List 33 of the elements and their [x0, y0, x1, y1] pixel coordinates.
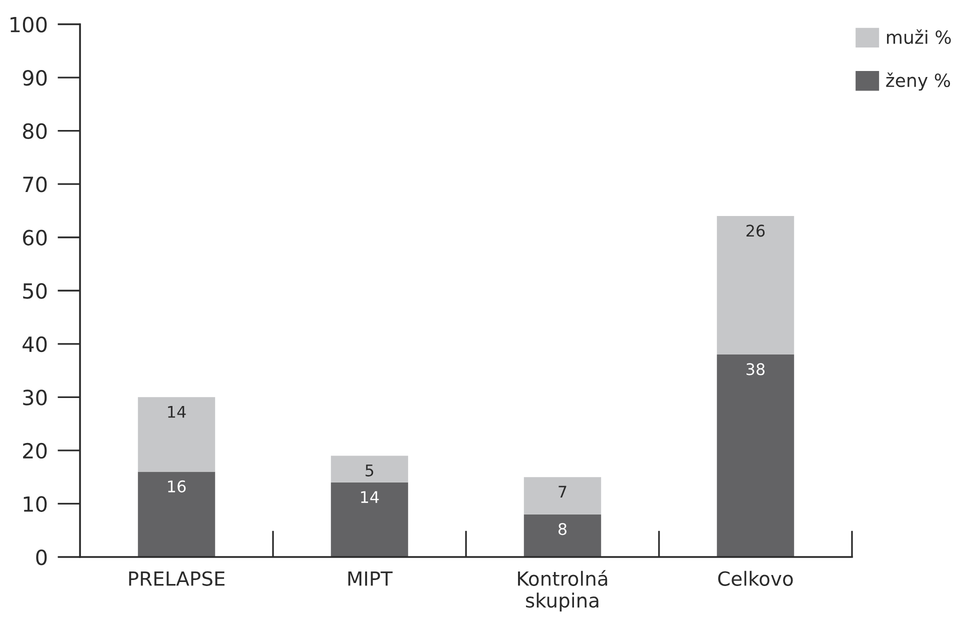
- bar: [524, 514, 602, 557]
- y-tick-label: 30: [23, 390, 47, 406]
- x-tick-label: MIPT: [348, 571, 393, 586]
- y-tick-label: 70: [23, 176, 47, 192]
- bar: [330, 456, 408, 482]
- data-label: 26: [746, 224, 765, 237]
- bar: [524, 477, 602, 514]
- data-label: 38: [746, 363, 765, 376]
- y-tick-label: 80: [22, 123, 47, 140]
- legend-label: muži %: [887, 29, 951, 44]
- y-tick-label: 60: [23, 230, 47, 246]
- data-label: 16: [168, 480, 186, 492]
- data-label: 7: [558, 486, 566, 498]
- bar: [716, 354, 794, 557]
- y-tick-label: 40: [22, 336, 47, 352]
- data-label: 14: [361, 491, 379, 503]
- x-tick-label: PRELAPSE: [129, 571, 224, 586]
- y-tick-label: 100: [10, 16, 47, 32]
- bar: [138, 397, 216, 472]
- data-label: 8: [558, 522, 566, 536]
- bar: [330, 482, 408, 557]
- bar: [716, 216, 794, 355]
- y-tick-label: 0: [36, 549, 47, 566]
- data-label: 5: [366, 464, 374, 476]
- bar: [138, 472, 216, 557]
- y-tick-label: 50: [23, 283, 47, 299]
- y-tick-label: 90: [22, 70, 47, 86]
- y-tick-label: 20: [23, 442, 47, 459]
- y-tick-label: 10: [24, 496, 47, 512]
- data-label: 14: [168, 406, 186, 418]
- x-tick-label: Kontrolná skupina: [518, 570, 608, 612]
- legend-label: ženy %: [886, 72, 950, 91]
- x-tick-label: Celkovo: [718, 570, 793, 586]
